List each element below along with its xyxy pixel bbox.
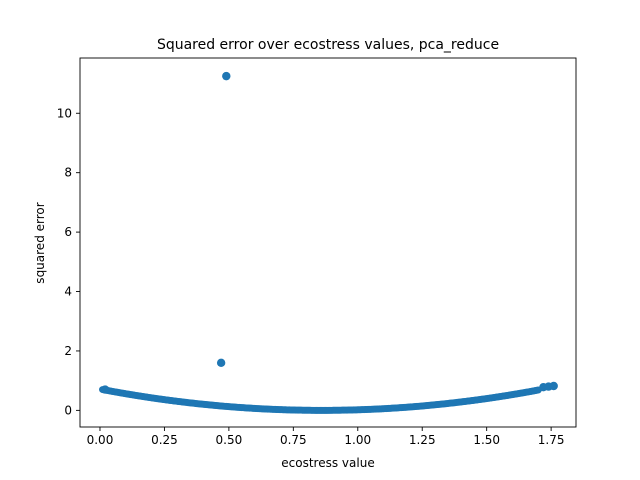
x-tick-label: 1.75 [538, 433, 565, 447]
axes-frame [79, 57, 577, 428]
y-axis-label: squared error [33, 202, 47, 283]
y-tick-label: 8 [64, 166, 72, 180]
x-axis-ticks: 0.00 0.25 0.50 0.75 1.00 1.25 1.50 1.75 [87, 427, 565, 447]
x-tick-label: 1.50 [473, 433, 500, 447]
y-tick-label: 0 [64, 403, 72, 417]
y-tick-label: 4 [64, 285, 72, 299]
y-axis-ticks: 0 2 4 6 8 10 [57, 106, 80, 417]
chart-title: Squared error over ecostress values, pca… [157, 37, 499, 53]
x-tick-label: 0.00 [87, 433, 114, 447]
y-tick-label: 10 [57, 106, 72, 120]
scatter-point [222, 71, 231, 81]
x-tick-label: 1.25 [409, 433, 436, 447]
scatter-point [100, 385, 110, 394]
scatter-point [216, 358, 226, 368]
x-tick-label: 0.50 [216, 433, 243, 447]
x-axis-label: ecostress value [281, 456, 374, 470]
x-tick-label: 0.25 [151, 433, 178, 447]
scatter-point [549, 381, 558, 391]
plot-area [99, 71, 558, 414]
x-tick-label: 0.75 [280, 433, 307, 447]
y-tick-label: 2 [64, 344, 72, 358]
y-tick-label: 6 [64, 225, 72, 239]
x-tick-label: 1.00 [344, 433, 371, 447]
